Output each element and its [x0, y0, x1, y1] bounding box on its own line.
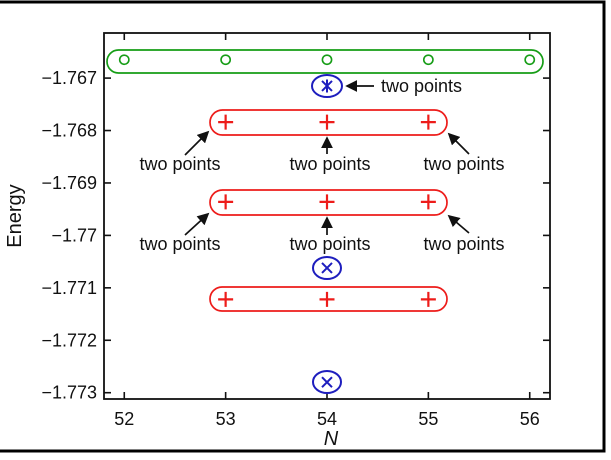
- plus-red-row-2-marker: [420, 194, 436, 210]
- annotation-label-3: two points: [289, 154, 370, 174]
- blue-ellipse-mid: [312, 256, 342, 280]
- green-capsule: [106, 49, 544, 74]
- open-circles-green-marker: [220, 54, 232, 66]
- annotation-label-4: two points: [423, 154, 504, 174]
- image-border-frame: [0, 0, 606, 453]
- y-tick-label: −1.771: [41, 278, 97, 298]
- y-tick-label: −1.773: [41, 383, 97, 403]
- x-tick-label: 52: [114, 409, 134, 429]
- annotation-arrow-7: [447, 214, 470, 234]
- y-tick-label: −1.768: [41, 121, 97, 141]
- y-tick-label: −1.77: [51, 225, 97, 245]
- annotation-label-7: two points: [423, 234, 504, 254]
- x-tick-label: 55: [418, 409, 438, 429]
- plus-red-row-1-marker: [218, 114, 234, 130]
- annotation-label-2: two points: [139, 154, 220, 174]
- annotation-label-1: two points: [381, 76, 462, 96]
- blue-ellipse-bottom: [312, 370, 342, 394]
- y-tick-label: −1.772: [41, 330, 97, 350]
- annotation-label-5: two points: [139, 234, 220, 254]
- open-circles-green-marker: [524, 54, 536, 66]
- x-axis-label: N: [324, 428, 339, 450]
- annotation-arrow-2: [184, 130, 210, 156]
- annotation-arrow-4: [447, 132, 470, 155]
- open-circles-green-marker: [118, 54, 130, 66]
- open-circles-green-marker: [422, 54, 434, 66]
- x-tick-label: 53: [216, 409, 236, 429]
- x-tick-label: 56: [520, 409, 540, 429]
- x-blue-lower-marker: [321, 376, 333, 388]
- annotation-label-6: two points: [289, 234, 370, 254]
- x-tick-label: 54: [317, 409, 337, 429]
- plus-red-row-2-marker: [218, 194, 234, 210]
- y-tick-label: −1.767: [41, 68, 97, 88]
- y-tick-label: −1.769: [41, 173, 97, 193]
- red-capsule-1: [209, 109, 448, 136]
- plus-red-row-1-marker: [319, 114, 335, 130]
- y-axis-label: Energy: [4, 184, 26, 247]
- plus-red-row-3-marker: [420, 291, 436, 307]
- annotation-arrow-5: [184, 212, 210, 236]
- plus-red-row-3-marker: [319, 291, 335, 307]
- plus-red-row-1-marker: [420, 114, 436, 130]
- red-capsule-2: [209, 189, 448, 216]
- open-circles-green-marker: [321, 54, 333, 66]
- x-blue-upper-marker: [321, 262, 333, 274]
- red-capsule-3: [209, 286, 448, 312]
- blue-ellipse-top: [311, 74, 343, 98]
- plus-red-row-2-marker: [319, 194, 335, 210]
- plus-red-row-3-marker: [218, 291, 234, 307]
- double-x-star-blue-marker: [321, 79, 333, 93]
